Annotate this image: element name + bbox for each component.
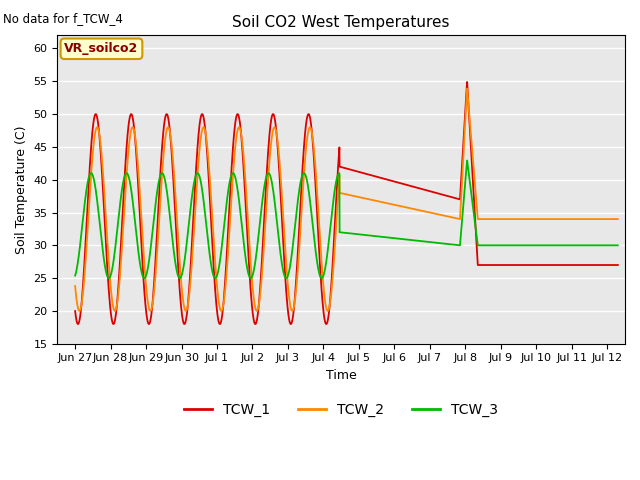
Y-axis label: Soil Temperature (C): Soil Temperature (C) (15, 125, 28, 254)
Text: No data for f_TCW_4: No data for f_TCW_4 (3, 12, 123, 25)
TCW_2 (111, 308, 118, 314)
TCW_2 (476, 216, 484, 222)
TCW_1 (71, 308, 79, 314)
X-axis label: Time: Time (326, 369, 356, 382)
TCW_1 (216, 321, 224, 327)
TCW_2 (424, 209, 432, 215)
TCW_3 (518, 242, 525, 248)
TCW_2 (170, 168, 178, 174)
TCW_2 (614, 216, 621, 222)
TCW_1 (614, 262, 621, 268)
TCW_1 (463, 79, 471, 85)
TCW_1 (279, 228, 287, 234)
Title: Soil CO2 West Temperatures: Soil CO2 West Temperatures (232, 15, 450, 30)
TCW_2 (463, 86, 471, 92)
TCW_1 (424, 188, 432, 193)
TCW_2 (279, 204, 287, 210)
TCW_3 (397, 236, 404, 242)
TCW_2 (71, 283, 79, 289)
TCW_3 (278, 264, 286, 270)
TCW_3 (424, 239, 432, 245)
TCW_2 (518, 216, 525, 222)
TCW_3 (476, 242, 484, 248)
TCW_1 (518, 262, 525, 268)
TCW_3 (71, 273, 79, 278)
Line: TCW_2: TCW_2 (75, 89, 618, 311)
Line: TCW_3: TCW_3 (75, 160, 618, 278)
TCW_3 (614, 242, 621, 248)
TCW_2 (397, 204, 404, 209)
TCW_3 (282, 275, 290, 281)
TCW_1 (476, 262, 484, 268)
Text: VR_soilco2: VR_soilco2 (65, 42, 139, 55)
Legend: TCW_1, TCW_2, TCW_3: TCW_1, TCW_2, TCW_3 (179, 397, 504, 422)
TCW_3 (463, 157, 471, 163)
TCW_1 (397, 180, 404, 186)
Line: TCW_1: TCW_1 (75, 82, 618, 324)
TCW_1 (170, 183, 177, 189)
TCW_3 (170, 248, 177, 253)
